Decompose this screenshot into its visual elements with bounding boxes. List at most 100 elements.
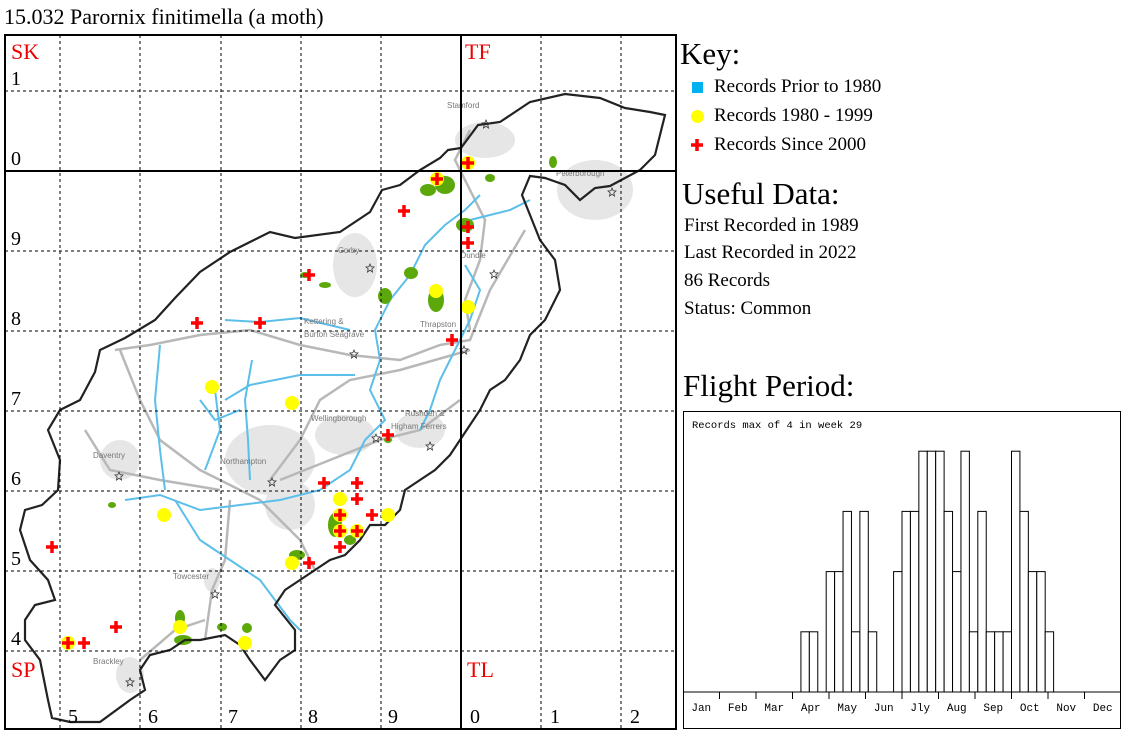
- town-star-icon: [125, 676, 135, 687]
- urban-area: [333, 233, 377, 297]
- column-label: 5: [68, 706, 78, 728]
- distribution-map: Stamford Peterborough Corby Oundle Kettering…: [4, 34, 677, 730]
- record-since-2000-marker: [398, 205, 410, 217]
- chart-title: Records max of 4 in week 29: [692, 420, 862, 432]
- bar-week-16: [808, 631, 819, 693]
- record-since-2000-marker: [303, 557, 315, 569]
- urban-area: [116, 657, 144, 693]
- bar-week-34: [960, 450, 970, 693]
- town-label: Stamford: [447, 101, 479, 110]
- river: [199, 399, 241, 422]
- record-since-2000-marker: [351, 525, 363, 537]
- bar-week-29: [918, 450, 928, 693]
- row-label: 8: [11, 308, 21, 330]
- town-star-icon: [607, 186, 617, 197]
- flight-period-chart-frame: [683, 411, 1121, 729]
- month-label: Jly: [910, 703, 930, 715]
- river: [243, 359, 253, 481]
- bar-week-31: [935, 450, 945, 693]
- urban-area: [204, 568, 220, 592]
- woodland-patch: [319, 282, 331, 288]
- town-label: Daventry: [93, 451, 125, 460]
- bar-week-41: [1019, 510, 1029, 693]
- column-label: 1: [550, 706, 560, 728]
- bar-week-18: [825, 571, 836, 693]
- bar-week-33: [952, 571, 962, 693]
- town-star-icon: [371, 432, 381, 443]
- bar-week-44: [1044, 631, 1055, 693]
- record-1980-1999-marker: [461, 300, 475, 314]
- rivers: [124, 194, 531, 631]
- roads: [83, 129, 527, 661]
- key-title: Key:: [680, 36, 741, 71]
- town-label: Thrapston: [420, 320, 456, 329]
- town-star-icon: [365, 262, 375, 273]
- road: [279, 399, 461, 482]
- key-label: Records 1980 - 1999: [714, 105, 873, 126]
- record-1980-1999-marker: [429, 284, 443, 298]
- month-label: Mar: [764, 703, 784, 715]
- key-item-prior-1980: Records Prior to 1980: [688, 76, 881, 98]
- bar-week-22: [859, 510, 869, 693]
- grid-lines: [5, 35, 676, 729]
- record-since-2000-marker: [191, 317, 203, 329]
- bar-week-15: [800, 631, 810, 693]
- month-label: Feb: [728, 703, 748, 715]
- first-recorded: First Recorded in 1989: [684, 215, 859, 236]
- county-boundary: [18, 92, 667, 724]
- column-label: 2: [630, 706, 640, 728]
- bar-week-43: [1036, 571, 1046, 693]
- woodland-patch: [485, 174, 495, 182]
- record-since-2000-marker: [334, 541, 346, 553]
- red-cross-icon: [688, 138, 706, 152]
- row-label: 4: [11, 628, 21, 650]
- key-item-since-2000: Records Since 2000: [688, 134, 866, 156]
- woodland-patch: [378, 288, 392, 304]
- record-since-2000-marker: [334, 525, 346, 537]
- record-1980-1999-marker: [205, 380, 219, 394]
- status: Status: Common: [684, 298, 812, 319]
- column-label: 6: [148, 706, 158, 728]
- bar-week-26: [893, 571, 903, 693]
- last-recorded: Last Recorded in 2022: [684, 242, 857, 263]
- bar-week-40: [1011, 450, 1021, 693]
- road: [269, 348, 471, 481]
- woodland-patch: [174, 635, 192, 645]
- key-label: Records Prior to 1980: [714, 76, 882, 97]
- square-label-sk: SK: [11, 39, 39, 64]
- blue-square-icon: [688, 81, 706, 93]
- bar-week-35: [968, 631, 979, 693]
- bar-week-30: [926, 450, 937, 693]
- town-label: Rushden &: [405, 409, 445, 418]
- river: [204, 389, 222, 471]
- record-1980-1999-marker: [173, 620, 187, 634]
- record-since-2000-marker: [462, 157, 474, 169]
- key-label: Records Since 2000: [714, 134, 866, 155]
- key-item-1980-1999: Records 1980 - 1999: [688, 105, 873, 127]
- row-label: 7: [11, 388, 21, 410]
- road: [114, 229, 527, 362]
- record-since-2000-marker: [462, 237, 474, 249]
- useful-data-title: Useful Data:: [682, 176, 840, 211]
- road: [118, 349, 317, 571]
- record-markers: [46, 156, 475, 650]
- flight-period-chart: Records max of 4 in week 29 Jan Feb Mar Apr…: [683, 420, 1121, 715]
- record-since-2000-marker: [334, 509, 346, 521]
- month-label: Dec: [1093, 703, 1113, 715]
- record-1980-1999-marker: [238, 636, 252, 650]
- record-1980-1999-marker: [157, 508, 171, 522]
- bar-week-19: [834, 571, 844, 693]
- square-label-sp: SP: [11, 657, 35, 682]
- town-label: Towcester: [173, 572, 209, 581]
- row-label: 5: [11, 548, 21, 570]
- river: [174, 499, 301, 631]
- town-label: Kettering &: [304, 317, 344, 326]
- bar-week-21: [850, 631, 861, 693]
- column-label: 8: [308, 706, 318, 728]
- map-frame: [4, 34, 677, 730]
- town-label: Corby: [338, 246, 359, 255]
- record-since-2000-marker: [254, 317, 266, 329]
- town-label: Higham Ferrers: [391, 422, 447, 431]
- column-labels: 5 6 7 8 9 0 1 2: [68, 706, 640, 728]
